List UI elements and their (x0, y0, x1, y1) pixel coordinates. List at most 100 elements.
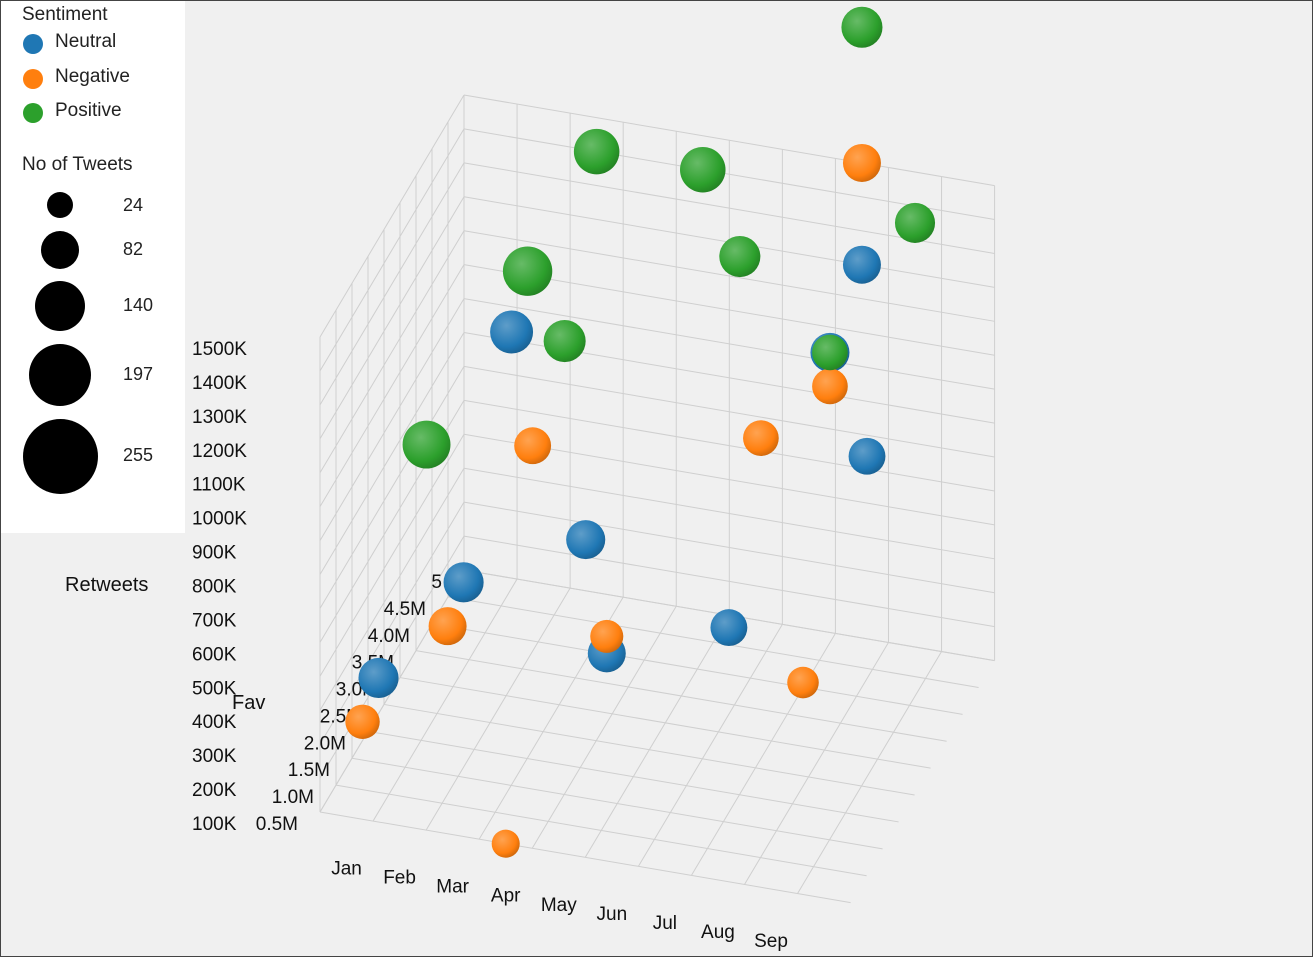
left-wall-grid-line (319, 298, 465, 541)
size-label-197: 197 (123, 364, 154, 384)
bubble-positive[interactable] (502, 246, 553, 296)
floor-grid-line (383, 703, 915, 796)
left-wall-grid-line (319, 467, 465, 711)
size-label-82: 82 (123, 239, 144, 259)
floor-grid-line (531, 605, 677, 849)
back-wall-grid-line (463, 399, 995, 492)
back-wall-grid-line (463, 298, 995, 390)
y-tick-label: 2.0M (304, 733, 346, 754)
left-wall-grid-line (319, 162, 465, 406)
floor-grid-line (584, 615, 730, 858)
bubble-neutral[interactable] (490, 310, 534, 354)
bubble-negative[interactable] (743, 420, 779, 456)
bubble-neutral[interactable] (842, 245, 881, 284)
z-tick-label: 1100K (192, 475, 246, 496)
x-tick-label: Jul (653, 913, 677, 934)
y-tick-label: 0.5M (256, 814, 298, 835)
floor-grid-line (319, 811, 851, 904)
y-tick-label: 4.0M (368, 626, 410, 647)
bubble-positive[interactable] (812, 334, 848, 371)
x-tick-label: Feb (383, 868, 416, 889)
bubble-negative[interactable] (428, 607, 467, 646)
legend-item-positive[interactable]: Positive (1, 98, 185, 128)
floor-grid-line (399, 677, 931, 769)
back-wall-grid-line (463, 467, 995, 560)
tick-labels: Jan Feb Mar Apr May Jun Jul Aug Sep 0.5M 1.0M 1.5M 2… (192, 339, 788, 952)
bubble-positive[interactable] (719, 235, 761, 278)
floor-grid-line (637, 624, 783, 867)
z-tick-label: 100K (192, 814, 237, 835)
bubbles (345, 6, 936, 858)
bubble-negative[interactable] (842, 143, 881, 182)
x-tick-label: May (541, 895, 577, 916)
bubble-positive[interactable] (680, 146, 726, 193)
bubble-neutral[interactable] (848, 437, 886, 475)
legend-label-neutral: Neutral (55, 31, 117, 52)
bubble-negative[interactable] (787, 666, 819, 699)
bubble-positive[interactable] (894, 202, 936, 243)
floor-grid-line (367, 730, 899, 823)
back-wall-grid-line (463, 94, 995, 187)
x-tick-label: Mar (436, 877, 469, 898)
z-tick-label: 700K (192, 610, 237, 631)
z-tick-label: 1500K (192, 339, 247, 360)
floor-grid-line (335, 784, 867, 877)
size-label-255: 255 (123, 445, 154, 465)
z-tick-label: 900K (192, 543, 237, 564)
bubble-negative[interactable] (514, 427, 552, 465)
y-tick-label: 4.5M (384, 599, 426, 620)
z-tick-label: 1200K (192, 441, 247, 462)
left-wall-grid-line (319, 196, 465, 440)
size-circle-255 (23, 419, 98, 494)
x-tick-label: Jun (597, 904, 628, 925)
legend-swatch-negative (23, 69, 43, 89)
legend-swatch-positive (23, 103, 43, 123)
bubble-positive[interactable] (841, 6, 883, 48)
floor-grid-line (372, 578, 518, 822)
fav-axis-title: Fav (232, 692, 265, 714)
bubble-neutral[interactable] (443, 562, 484, 603)
size-circle-197 (29, 344, 91, 406)
left-wall-grid-line (319, 264, 465, 507)
bubble-positive[interactable] (402, 420, 451, 469)
legend-item-negative[interactable]: Negative (1, 64, 185, 94)
z-tick-label: 600K (192, 644, 237, 665)
size-label-24: 24 (123, 195, 144, 215)
bubble-negative[interactable] (590, 619, 624, 653)
floor-grid-line (351, 757, 883, 850)
z-tick-label: 1300K (192, 407, 247, 428)
size-label-140: 140 (123, 295, 154, 315)
bubble-negative[interactable] (345, 704, 380, 739)
y-tick-label: 5 (431, 572, 442, 593)
legend-swatch-neutral (23, 34, 43, 54)
bubble-positive[interactable] (573, 128, 620, 175)
bubble-neutral[interactable] (710, 609, 748, 647)
bubble-positive[interactable] (543, 320, 586, 363)
floor-grid-line (431, 623, 963, 715)
legend-item-neutral[interactable]: Neutral (1, 29, 185, 59)
x-tick-label: Jan (331, 859, 362, 880)
x-tick-label: Sep (754, 931, 788, 952)
size-circle-140 (35, 281, 85, 331)
back-wall-grid-line (463, 535, 995, 628)
left-wall-grid-line (319, 366, 465, 609)
back-wall-grid-line (463, 433, 995, 526)
y-tick-label: 1.0M (272, 787, 314, 808)
left-wall-grid-line (319, 128, 465, 372)
legend-label-positive: Positive (55, 100, 122, 121)
floor-grid-line (415, 650, 947, 742)
retweets-axis-title: Retweets (65, 574, 148, 596)
bubble-neutral[interactable] (566, 520, 606, 560)
x-tick-label: Aug (701, 922, 735, 943)
left-wall-grid-line (319, 332, 465, 575)
bubble-negative[interactable] (491, 829, 520, 858)
left-wall-grid-line (319, 230, 465, 473)
bubble-neutral[interactable] (358, 657, 399, 698)
left-wall-grid-line (319, 434, 465, 677)
z-tick-label: 300K (192, 746, 237, 767)
floor-grid-line (797, 651, 942, 894)
legend-title-size: No of Tweets (22, 154, 133, 175)
bubble-negative[interactable] (812, 368, 848, 405)
left-wall-grid-line (319, 535, 465, 779)
